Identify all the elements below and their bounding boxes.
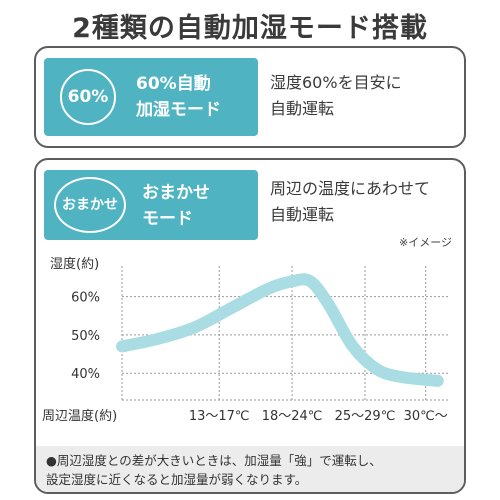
auto-60-mode-card: 60% 60%自動 加湿モード 湿度60%を目安に 自動運転 — [34, 46, 466, 148]
y-axis-label: 湿度(約) — [50, 256, 99, 272]
humidity-curve — [116, 273, 444, 387]
footnote: ●周辺湿度との差が大きいときは、加湿量「強」で運転し、 設定湿度に近くなると加湿… — [36, 446, 464, 492]
desc-line1: 湿度60%を目安に — [270, 73, 402, 92]
x-tick-label: 18〜24℃ — [262, 409, 323, 424]
mode-name-line1: 60%自動 — [136, 74, 211, 94]
mode-description: 周辺の温度にあわせて 自動運転 — [270, 176, 430, 228]
y-tick-label: 50% — [71, 329, 100, 344]
mode-name-line2: 加湿モード — [136, 100, 221, 120]
humidity-chart: 湿度(約) 60% 50% 40% 13〜17℃ 18〜24℃ 25〜29℃ 30℃〜 周… — [42, 256, 450, 424]
x-tick-label: 25〜29℃ — [335, 409, 396, 424]
desc-line1: 周辺の温度にあわせて — [270, 179, 431, 198]
y-tick-label: 40% — [71, 367, 100, 382]
x-ticks: 13〜17℃ 18〜24℃ 25〜29℃ 30℃〜 — [189, 409, 448, 424]
desc-line2: 自動運転 — [270, 205, 335, 224]
mode-label-box: おまかせ おまかせ モード — [44, 170, 258, 240]
y-ticks: 60% 50% 40% — [71, 291, 100, 383]
desc-line2: 自動運転 — [270, 99, 335, 118]
x-tick-label: 13〜17℃ — [189, 409, 250, 424]
y-tick-label: 60% — [71, 291, 100, 306]
omakase-mode-card: おまかせ おまかせ モード 周辺の温度にあわせて 自動運転 ※イメージ 湿度(約… — [34, 158, 466, 494]
mode-name-line2: モード — [142, 209, 193, 229]
footnote-line1: ●周辺湿度との差が大きいときは、加湿量「強」で運転し、 — [46, 453, 382, 468]
footnote-line2: 設定湿度に近くなると加湿量が弱くなります。 — [46, 472, 308, 487]
percent-badge-icon: 60% — [60, 69, 116, 125]
image-note: ※イメージ — [399, 236, 452, 249]
omakase-badge-icon: おまかせ — [54, 177, 126, 233]
mode-description: 湿度60%を目安に 自動運転 — [270, 70, 402, 122]
mode-name-line1: おまかせ — [142, 183, 210, 203]
mode-name: 60%自動 加湿モード — [136, 71, 221, 123]
page-title: 2種類の自動加湿モード搭載 — [72, 13, 428, 44]
x-axis-label: 周辺温度(約) — [42, 408, 117, 424]
mode-name: おまかせ モード — [142, 180, 210, 232]
mode-label-box: 60% 60%自動 加湿モード — [44, 58, 258, 136]
x-tick-label: 30℃〜 — [404, 409, 448, 424]
